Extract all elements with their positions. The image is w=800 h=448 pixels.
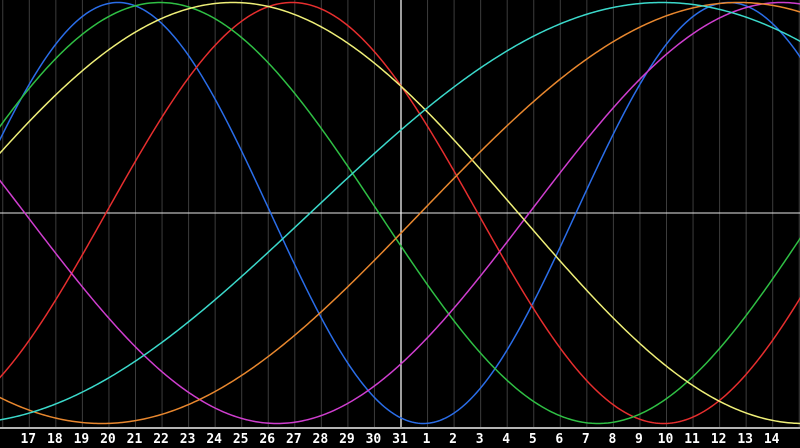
day-label: 28 [313, 432, 329, 447]
day-label: 12 [711, 432, 727, 447]
day-label: 8 [608, 432, 616, 447]
x-axis-labels: 17 18 19 20 21 22 23 24 25 26 27 28 29 30 31 1 2 3 4 5 6 7 8 9 1… [20, 432, 779, 447]
series-cycle-38-day [0, 1, 800, 425]
day-label: 10 [658, 432, 674, 447]
day-label: 11 [684, 432, 700, 447]
day-label: 3 [476, 432, 484, 447]
series-cycle-48-day [0, 1, 800, 425]
day-label: 25 [233, 432, 249, 447]
day-label: 7 [582, 432, 590, 447]
day-label: 26 [259, 432, 275, 447]
axis-layer [0, 0, 800, 429]
day-label: 27 [286, 432, 302, 447]
day-label: 5 [529, 432, 537, 447]
x-axis-bar [0, 427, 800, 429]
series-cycle-53-day [0, 1, 800, 421]
series-cycle-43-day [0, 1, 800, 425]
day-label: 2 [449, 432, 457, 447]
day-label: 13 [737, 432, 753, 447]
series-cycle-33-day [0, 1, 800, 425]
day-label: 4 [502, 432, 510, 447]
day-label: 6 [555, 432, 563, 447]
day-label: 22 [153, 432, 169, 447]
day-label: 30 [366, 432, 382, 447]
day-label: 14 [764, 432, 780, 447]
series-layer [0, 1, 800, 425]
series-cycle-23-day [0, 1, 800, 425]
day-label: 18 [47, 432, 63, 447]
day-label: 1 [423, 432, 431, 447]
day-label: 24 [206, 432, 222, 447]
day-label-today: 31 [392, 432, 408, 447]
day-label: 20 [100, 432, 116, 447]
day-label: 21 [127, 432, 143, 447]
day-label: 17 [20, 432, 36, 447]
day-label: 19 [74, 432, 90, 447]
day-label: 9 [635, 432, 643, 447]
day-label: 29 [339, 432, 355, 447]
day-label: 23 [180, 432, 196, 447]
